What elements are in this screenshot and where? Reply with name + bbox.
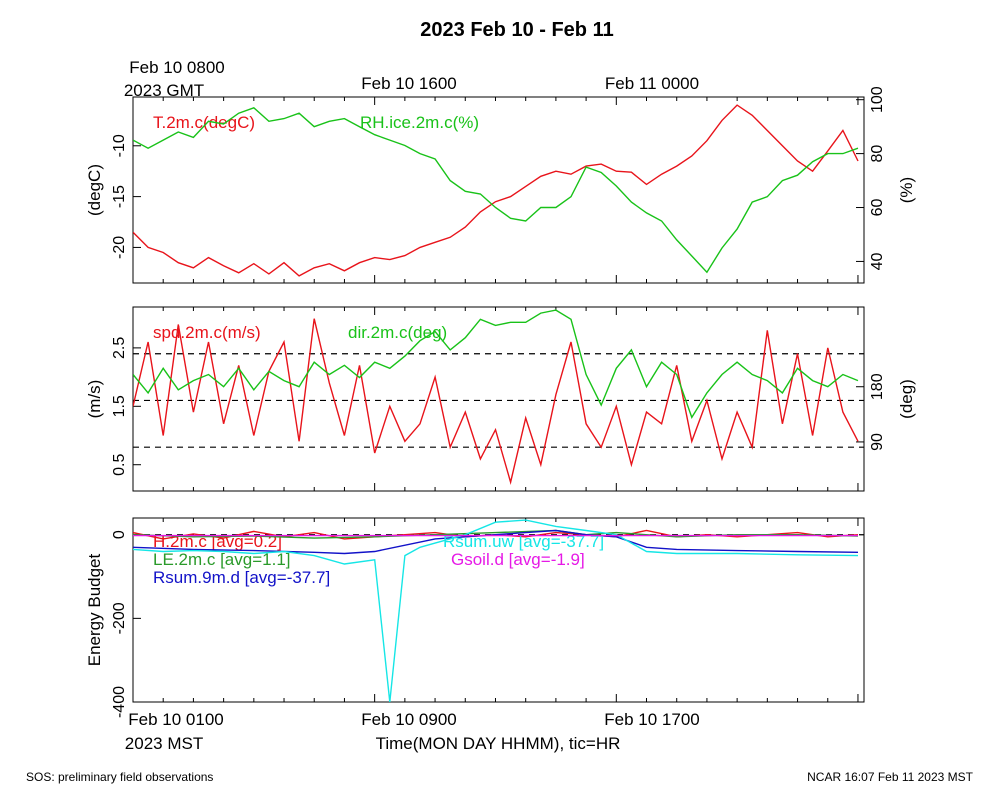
series-line-RH-ice-2m-c [133,107,859,274]
top-axis-first-label-line2: 2023 GMT [124,81,204,100]
y-tick-label-left: 0 [111,530,128,539]
series-line-T-2m-c [133,104,859,277]
series-line-Rsum-uw [133,519,859,702]
plot-frame [132,517,865,703]
series-line-dir-2m-c [133,309,859,420]
legend-entry: dir.2m.c(deg) [348,323,447,342]
legend-entry: T.2m.c(degC) [153,113,255,132]
y-tick-label-left: -10 [111,134,128,157]
y-tick-label-left: -400 [111,686,128,718]
series-line-Rsum-9m-d [133,529,859,555]
y-tick-label-left: -200 [111,602,128,634]
plot-frame [132,96,865,284]
chart-title: 2023 Feb 10 - Feb 11 [420,19,613,41]
plot-frame [132,306,865,492]
y-axis-label-left: (degC) [85,164,104,216]
bottom-axis-label-2: Feb 10 1700 [604,710,699,729]
legend-entry: LE.2m.c [avg=1.1] [153,550,291,569]
bottom-axis-first-label-line2: 2023 MST [125,734,203,753]
y-tick-label-right: 80 [869,145,886,163]
top-axis-label-2: Feb 11 0000 [605,74,699,93]
y-tick-label-left: 0.5 [111,453,128,475]
legend-entry: spd.2m.c(m/s) [153,323,261,342]
legend-entry: Rsum.uw [avg=-37.7] [443,532,604,551]
chart-panels: -20 -15 -10 (degC) 40 60 80 100 (%) T.2m.c(degC) R… [85,86,916,718]
y-tick-label-right: 40 [869,252,886,270]
legend-entry: Gsoil.d [avg=-1.9] [451,550,585,569]
y-tick-label-left: -20 [111,236,128,259]
y-tick-label-right: 180 [869,373,886,400]
footer-left: SOS: preliminary field observations [26,770,213,784]
top-axis-label-1: Feb 10 1600 [361,74,456,93]
x-axis-title: Time(MON DAY HHMM), tic=HR [376,734,621,753]
series-line-spd-2m-c [133,318,859,485]
y-tick-label-right: 100 [869,86,886,113]
panel-temperature-humidity: -20 -15 -10 (degC) 40 60 80 100 (%) T.2m.c(degC) R… [85,86,916,284]
legend-entry: Rsum.9m.d [avg=-37.7] [153,568,330,587]
footer-right: NCAR 16:07 Feb 11 2023 MST [807,770,974,784]
bottom-axis-first-label: Feb 10 0100 [128,710,223,729]
y-tick-label-left: 2.5 [111,337,128,359]
y-tick-label-right: 90 [869,433,886,451]
top-axis-first-label: Feb 10 0800 [129,58,224,77]
y-axis-label-right: (deg) [897,379,916,419]
y-tick-label-right: 60 [869,199,886,217]
y-axis-label-left: Energy Budget [85,553,104,666]
panel-wind: 0.5 1.5 2.5 (m/s) 90 180 (deg) spd.2m.c(m/s) dir… [85,306,916,492]
legend-entry: RH.ice.2m.c(%) [360,113,479,132]
bottom-axis-label-1: Feb 10 0900 [361,710,456,729]
y-tick-label-left: 1.5 [111,395,128,417]
y-axis-label-right: (%) [897,177,916,203]
y-axis-label-left: (m/s) [85,380,104,419]
y-tick-label-left: -15 [111,185,128,208]
